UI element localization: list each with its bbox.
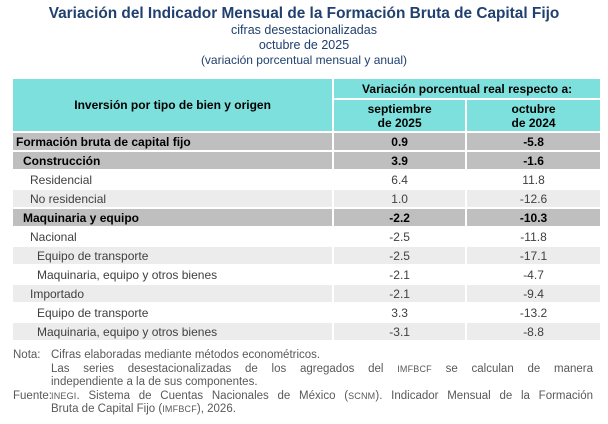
note-line: INEGI. Sistema de Cuentas Nacionales de …	[51, 389, 594, 402]
subtitle-variation-type: (variación porcentual mensual y anual)	[200, 53, 408, 67]
value-oct-2024: -1.6	[467, 152, 600, 169]
nota-text: Cifras elaboradas mediante métodos econo…	[51, 349, 593, 390]
table-row: Maquinaria, equipo y otros bienes -3.1 -8.…	[13, 323, 600, 340]
clipped-table-caption: Cuadro 1	[0, 0, 608, 3]
value-oct-2024: -4.7	[467, 266, 600, 283]
row-label: Formación bruta de capital fijo	[13, 133, 333, 150]
row-label: Residencial	[13, 171, 333, 188]
fuente-row: Fuente: INEGI. Sistema de Cuentas Nacion…	[13, 390, 593, 417]
value-oct-2024: 11.8	[467, 171, 600, 188]
page-title: Variación del Indicador Mensual de la Fo…	[48, 5, 560, 22]
column-header-category: Inversión por tipo de bien y origen	[13, 79, 333, 131]
row-label: Equipo de transporte	[13, 247, 333, 264]
value-sep-2025: 1.0	[334, 190, 466, 207]
row-label: No residencial	[13, 190, 333, 207]
column-header-oct-2024: octubre de 2024	[467, 100, 600, 131]
fuente-label: Fuente:	[13, 389, 52, 402]
table-row: Equipo de transporte 3.3 -13.2	[13, 304, 600, 321]
table-row: Maquinaria, equipo y otros bienes -2.1 -4.…	[13, 266, 600, 283]
acronym: IMFBCF	[162, 404, 197, 415]
header-line: de 2025	[377, 115, 422, 130]
value-sep-2025: -2.2	[334, 209, 466, 226]
acronym: INEGI	[51, 390, 77, 401]
value-oct-2024: -9.4	[467, 285, 600, 302]
title-block: Variación del Indicador Mensual de la Fo…	[0, 5, 608, 67]
value-sep-2025: 6.4	[334, 171, 466, 188]
row-label: Maquinaria, equipo y otros bienes	[13, 266, 333, 283]
value-oct-2024: -12.6	[467, 190, 600, 207]
note-line: Las series desestacionalizadas de los ag…	[51, 362, 593, 375]
row-label: Maquinaria y equipo	[13, 209, 333, 226]
table-header-row-2: septiembre de 2025 octubre de 2024	[13, 100, 600, 131]
value-oct-2024: -11.8	[467, 228, 600, 245]
table-row: Importado -2.1 -9.4	[13, 285, 600, 302]
subtitle-seasonally-adjusted: cifras desestacionalizadas	[231, 23, 377, 37]
value-sep-2025: 3.9	[334, 152, 466, 169]
row-label: Nacional	[13, 228, 333, 245]
fuente-text: INEGI. Sistema de Cuentas Nacionales de …	[51, 390, 593, 417]
investment-variation-table: Inversión por tipo de bien y origen Vari…	[11, 77, 602, 342]
note-line: independiente a la de sus componentes.	[51, 376, 258, 389]
column-header-sep-2025: septiembre de 2025	[334, 100, 466, 131]
table-row: Residencial 6.4 11.8	[13, 171, 600, 188]
acronym: SCNM	[348, 390, 376, 401]
value-oct-2024: -8.8	[467, 323, 600, 340]
row-label: Importado	[13, 285, 333, 302]
table-row: Equipo de transporte -2.5 -17.1	[13, 247, 600, 264]
header-line: octubre	[511, 101, 556, 116]
value-sep-2025: -2.5	[334, 247, 466, 264]
value-sep-2025: -2.5	[334, 228, 466, 245]
value-oct-2024: -17.1	[467, 247, 600, 264]
nota-row: Nota: Cifras elaboradas mediante métodos…	[13, 349, 593, 390]
value-sep-2025: 3.3	[334, 304, 466, 321]
value-sep-2025: -2.1	[334, 285, 466, 302]
table-caption-text: Cuadro 1	[278, 2, 330, 3]
subtitle-period: octubre de 2025	[258, 38, 350, 52]
value-oct-2024: -5.8	[467, 133, 600, 150]
table-header-row-1: Inversión por tipo de bien y origen Vari…	[13, 79, 600, 131]
row-label: Equipo de transporte	[13, 304, 333, 321]
table-row: No residencial 1.0 -12.6	[13, 190, 600, 207]
notes-section: Nota: Cifras elaboradas mediante métodos…	[13, 349, 593, 417]
table-body: Formación bruta de capital fijo 0.9 -5.8 Co…	[13, 133, 600, 340]
table-row: Formación bruta de capital fijo 0.9 -5.8	[13, 133, 600, 150]
value-sep-2025: -3.1	[334, 323, 466, 340]
nota-label: Nota:	[13, 349, 41, 361]
value-oct-2024: -13.2	[467, 304, 600, 321]
table-row: Construcción 3.9 -1.6	[13, 152, 600, 169]
row-label: Construcción	[13, 152, 333, 169]
header-line: septiembre	[367, 101, 432, 116]
acronym: IMFBCF	[397, 363, 432, 374]
column-header-span: Variación porcentual real respecto a:	[334, 79, 600, 98]
value-sep-2025: -2.1	[334, 266, 466, 283]
row-label: Maquinaria, equipo y otros bienes	[13, 323, 333, 340]
note-line: Bruta de Capital Fijo (IMFBCF), 2026.	[51, 403, 236, 416]
value-oct-2024: -10.3	[467, 209, 600, 226]
table-row: Nacional -2.5 -11.8	[13, 228, 600, 245]
value-sep-2025: 0.9	[334, 133, 466, 150]
header-line: de 2024	[511, 115, 556, 130]
note-line: Cifras elaboradas mediante métodos econo…	[51, 349, 321, 361]
table-row: Maquinaria y equipo -2.2 -10.3	[13, 209, 600, 226]
